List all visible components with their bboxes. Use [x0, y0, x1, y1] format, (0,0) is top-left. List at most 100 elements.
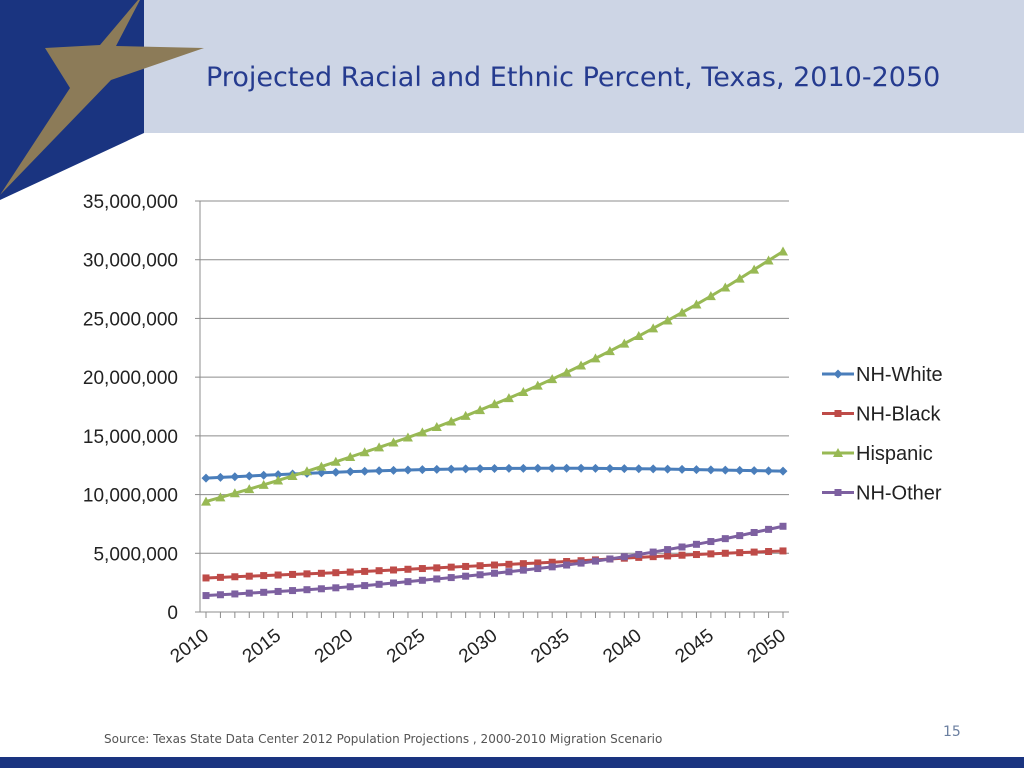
legend-item: NH-Black [822, 404, 941, 426]
data-point [229, 488, 240, 498]
data-point [749, 264, 760, 274]
data-point [532, 380, 543, 390]
header-band [0, 0, 1024, 133]
data-point [274, 571, 282, 579]
data-point [505, 560, 513, 568]
data-point [548, 558, 556, 566]
data-point [289, 570, 297, 578]
data-point [491, 569, 498, 577]
data-point [518, 463, 528, 473]
data-point [519, 560, 527, 568]
data-point [736, 549, 744, 557]
data-point [619, 464, 629, 474]
data-point [691, 465, 701, 475]
data-point [633, 331, 644, 341]
data-point [605, 463, 615, 473]
x-tick-label: 2015 [239, 625, 285, 667]
data-point [563, 558, 571, 566]
data-point [462, 572, 470, 580]
series-nh-other [202, 522, 787, 600]
data-point [533, 463, 543, 473]
data-point [692, 540, 700, 548]
slide-title: Projected Racial and Ethnic Percent, Tex… [206, 62, 941, 93]
data-point [360, 466, 370, 476]
data-point [447, 563, 455, 571]
data-point [720, 282, 731, 292]
y-tick-label: 15,000,000 [83, 427, 178, 448]
data-point [215, 492, 226, 502]
data-point [475, 405, 486, 415]
data-point [561, 367, 572, 377]
data-point [346, 568, 354, 576]
data-point [375, 567, 383, 575]
data-point [764, 466, 774, 476]
y-tick-label: 10,000,000 [83, 486, 178, 507]
data-point [591, 557, 599, 565]
data-point [447, 574, 455, 582]
data-point [548, 563, 556, 571]
data-point [404, 578, 412, 586]
y-tick-label: 30,000,000 [83, 251, 178, 272]
data-point [547, 374, 558, 384]
data-point [677, 464, 687, 474]
data-point [547, 463, 557, 473]
footer-band [0, 757, 1024, 768]
data-point [417, 465, 427, 475]
data-point [317, 585, 325, 593]
data-point [375, 580, 383, 588]
data-point [317, 569, 325, 577]
legend-label: NH-Other [856, 483, 942, 505]
data-point [446, 416, 457, 426]
data-point [332, 584, 340, 592]
data-point [576, 360, 587, 370]
data-point [390, 566, 398, 574]
legend-item: NH-White [822, 364, 943, 386]
data-point [404, 565, 412, 573]
data-point [460, 410, 471, 420]
data-point [231, 573, 239, 581]
data-point [245, 589, 253, 597]
data-point [287, 470, 298, 480]
data-point [215, 472, 225, 482]
data-point [577, 559, 585, 567]
data-point [260, 588, 268, 596]
data-point [390, 579, 398, 587]
x-tick-label: 2035 [527, 625, 573, 667]
data-point [303, 586, 311, 594]
data-point [418, 576, 426, 584]
data-point [763, 255, 774, 265]
data-point [519, 566, 527, 574]
data-point [778, 246, 788, 256]
data-point [273, 475, 284, 485]
data-point [303, 570, 311, 578]
legend-item: Hispanic [822, 443, 933, 465]
x-tick-label: 2010 [167, 625, 213, 667]
y-tick-label: 5,000,000 [93, 544, 178, 565]
legend-swatch-marker [834, 410, 842, 417]
data-point [216, 573, 224, 581]
data-point [576, 463, 586, 473]
data-point [705, 291, 716, 301]
data-point [750, 548, 758, 556]
data-point [765, 525, 773, 533]
data-point [765, 548, 773, 556]
data-point [389, 465, 399, 475]
data-point [606, 555, 614, 563]
x-tick-label: 2025 [383, 625, 429, 667]
data-point [662, 315, 673, 325]
data-point [361, 567, 369, 575]
data-point [230, 472, 240, 482]
data-point [417, 427, 428, 437]
data-point [692, 551, 700, 559]
data-point [504, 463, 514, 473]
data-point [476, 562, 484, 570]
data-point [201, 473, 211, 483]
data-point [274, 587, 282, 595]
data-point [231, 590, 239, 598]
data-point [359, 447, 370, 457]
series-nh-white [201, 463, 788, 483]
legend-label: NH-Black [856, 404, 941, 426]
x-tick-label: 2040 [599, 625, 645, 667]
series-nh-black [202, 547, 787, 582]
